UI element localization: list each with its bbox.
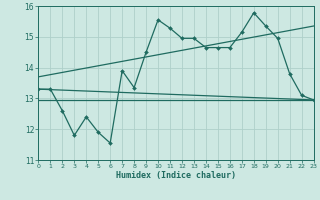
X-axis label: Humidex (Indice chaleur): Humidex (Indice chaleur) bbox=[116, 171, 236, 180]
